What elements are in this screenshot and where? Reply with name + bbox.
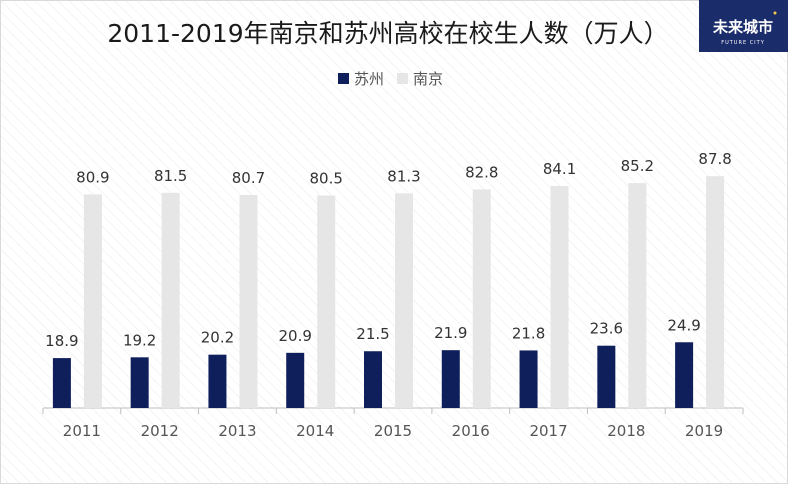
legend-swatch-nanjing xyxy=(397,73,408,84)
value-label-nanjing-2012: 81.5 xyxy=(154,167,187,185)
x-tick-label: 2014 xyxy=(296,422,334,440)
value-label-nanjing-2013: 80.7 xyxy=(232,169,265,187)
legend-swatch-suzhou xyxy=(338,73,349,84)
value-label-suzhou-2012: 19.2 xyxy=(123,331,156,349)
bar-suzhou-2016 xyxy=(441,350,460,408)
bar-suzhou-2013 xyxy=(208,354,227,408)
value-label-suzhou-2011: 18.9 xyxy=(45,332,78,350)
logo-subtext: FUTURE CITY xyxy=(721,40,765,46)
bar-suzhou-2015 xyxy=(364,351,382,408)
value-label-nanjing-2015: 81.3 xyxy=(387,167,420,185)
value-label-suzhou-2014: 20.9 xyxy=(279,327,312,345)
bar-suzhou-2019 xyxy=(675,342,694,408)
x-tick-label: 2017 xyxy=(529,422,567,440)
x-tick-label: 2013 xyxy=(218,422,256,440)
bar-nanjing-2011 xyxy=(83,194,102,408)
bar-nanjing-2014 xyxy=(317,195,336,408)
bar-suzhou-2012 xyxy=(130,357,149,408)
chart-title: 2011-2019年南京和苏州高校在校生人数（万人） xyxy=(107,19,668,48)
bar-nanjing-2013 xyxy=(239,194,258,408)
bar-nanjing-2015 xyxy=(395,193,413,408)
value-label-nanjing-2016: 82.8 xyxy=(465,163,498,181)
bar-suzhou-2011 xyxy=(52,358,71,408)
x-axis-tick-labels: 2011 2012 2013 2014 2015 2016 2017 2018 2019 xyxy=(63,422,723,440)
value-label-suzhou-2019: 24.9 xyxy=(667,316,700,334)
x-tick-label: 2016 xyxy=(452,422,490,440)
x-tick-label: 2015 xyxy=(374,422,412,440)
bar-suzhou-2017 xyxy=(519,350,538,408)
bar-nanjing-2019 xyxy=(706,176,725,408)
star-icon xyxy=(773,11,777,15)
bar-suzhou-2018 xyxy=(597,345,616,408)
value-label-suzhou-2016: 21.9 xyxy=(434,324,467,342)
bar-nanjing-2012 xyxy=(161,192,180,408)
legend-label-suzhou: 苏州 xyxy=(354,70,384,88)
value-label-suzhou-2017: 21.8 xyxy=(512,324,545,342)
value-label-suzhou-2013: 20.2 xyxy=(201,329,234,347)
logo-text: 未来城市 xyxy=(712,18,773,36)
value-labels-layer: 18.9 80.9 19.2 81.5 20.2 80.7 20.9 80.5 21.5 81.3… xyxy=(45,150,732,350)
x-tick-label: 2011 xyxy=(63,422,101,440)
value-label-nanjing-2018: 85.2 xyxy=(621,157,654,175)
value-label-nanjing-2017: 84.1 xyxy=(543,160,576,178)
x-axis-ticks xyxy=(42,408,744,414)
bar-suzhou-2014 xyxy=(286,352,305,408)
logo-badge xyxy=(699,0,788,52)
value-label-nanjing-2011: 80.9 xyxy=(76,168,109,186)
x-tick-label: 2012 xyxy=(141,422,179,440)
value-label-nanjing-2014: 80.5 xyxy=(310,169,343,187)
x-tick-label: 2019 xyxy=(685,422,723,440)
bar-nanjing-2017 xyxy=(550,185,569,408)
legend: 苏州 南京 xyxy=(338,70,443,88)
legend-label-nanjing: 南京 xyxy=(413,70,443,88)
x-tick-label: 2018 xyxy=(607,422,645,440)
bars-layer xyxy=(52,176,725,408)
bar-nanjing-2018 xyxy=(628,183,647,408)
value-label-suzhou-2018: 23.6 xyxy=(590,320,623,338)
future-city-logo: 未来城市 FUTURE CITY xyxy=(699,0,788,52)
bar-nanjing-2016 xyxy=(472,189,491,408)
value-label-nanjing-2019: 87.8 xyxy=(698,150,731,168)
value-label-suzhou-2015: 21.5 xyxy=(356,325,389,343)
